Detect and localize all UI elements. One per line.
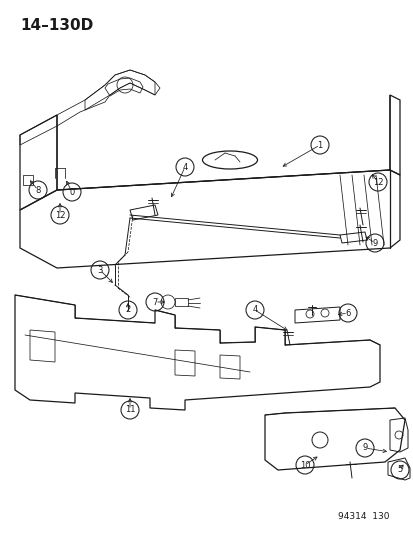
Text: 7: 7 [152,297,157,306]
Text: 5: 5 [396,465,402,474]
Text: 94314  130: 94314 130 [338,512,389,521]
Text: 8: 8 [35,185,40,195]
Text: 12: 12 [372,177,382,187]
Text: 4: 4 [252,305,257,314]
Text: 9: 9 [371,238,377,247]
Text: 2: 2 [125,305,131,314]
Text: 9: 9 [361,443,367,453]
Text: 3: 3 [97,265,102,274]
Text: 12: 12 [55,211,65,220]
Text: 11: 11 [124,406,135,415]
Text: 6: 6 [344,309,350,318]
Text: 14–130D: 14–130D [20,18,93,33]
Text: 1: 1 [317,141,322,149]
Text: 0: 0 [69,188,74,197]
Text: 10: 10 [299,461,309,470]
Text: 4: 4 [182,163,187,172]
